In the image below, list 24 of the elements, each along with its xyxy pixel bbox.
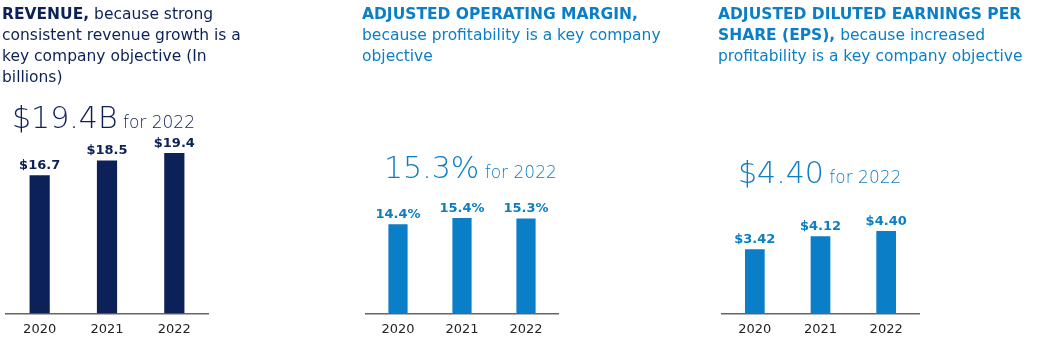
chart-subtitle: 15.3% for 2022 xyxy=(384,150,557,185)
data-label: 15.4% xyxy=(439,199,485,215)
data-label: $18.5 xyxy=(86,142,128,158)
chart-title: REVENUE, because strong consistent revenue growth is a key company objective (In billions) xyxy=(2,5,241,86)
x-tick-label: 2022 xyxy=(157,320,191,336)
data-label: $4.12 xyxy=(799,218,842,234)
x-tick-label: 2021 xyxy=(445,320,479,336)
x-tick-label: 2021 xyxy=(90,320,124,336)
data-label: $16.7 xyxy=(19,157,61,173)
data-label: $3.42 xyxy=(734,231,776,247)
chart-title: ADJUSTED DILUTED EARNINGS PER SHARE (EPS), because increased profitability is a key company objective xyxy=(718,5,1023,65)
chart-subtitle: $19.4B for 2022 xyxy=(12,100,195,135)
data-label: $4.40 xyxy=(865,212,907,228)
x-tick-label: 2020 xyxy=(381,320,415,336)
chart-subtitle: $4.40 for 2022 xyxy=(738,155,902,190)
x-tick-label: 2022 xyxy=(509,320,543,336)
data-label: $19.4 xyxy=(153,134,195,150)
chart-title: ADJUSTED OPERATING MARGIN, because profitability is a key company objective xyxy=(362,5,661,65)
x-tick-label: 2020 xyxy=(738,320,772,336)
x-tick-label: 2022 xyxy=(869,320,903,336)
x-tick-label: 2021 xyxy=(803,320,838,336)
x-tick-label: 2020 xyxy=(23,320,57,336)
data-label: 15.3% xyxy=(503,200,549,216)
data-label: 14.4% xyxy=(375,206,421,222)
